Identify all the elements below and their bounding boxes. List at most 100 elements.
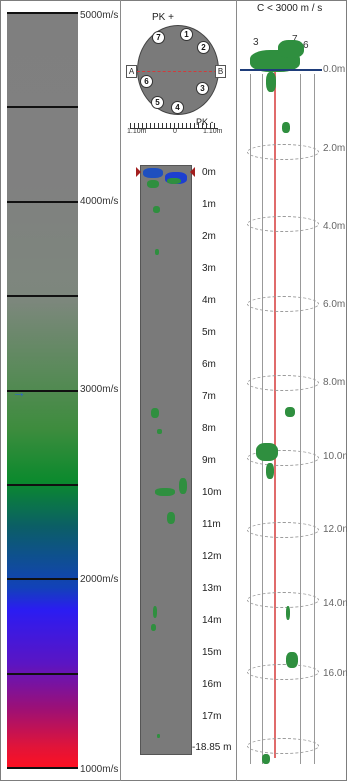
depth-label: 7m <box>202 391 216 402</box>
column-edge-right <box>314 74 315 764</box>
depth-ring <box>247 450 319 466</box>
depth-section-panel <box>140 165 192 755</box>
surface-level-line <box>240 69 322 71</box>
depth-label: 12m <box>202 551 222 562</box>
anomaly-blob <box>153 606 157 618</box>
anomaly-blob <box>157 734 160 738</box>
depth-3d-label: 16.0m <box>323 668 347 679</box>
scale-tick <box>7 578 78 580</box>
top-label-7: 7 <box>292 34 298 45</box>
scale-tick <box>7 390 78 392</box>
anomaly-blob <box>151 408 159 418</box>
depth-3d-label: 4.0m <box>323 221 346 232</box>
depth-3d-label: 0.0m <box>323 64 346 75</box>
column-divider-1 <box>120 0 121 781</box>
depth-ring <box>247 664 319 680</box>
scale-label-4000: 4000m/s <box>80 196 119 207</box>
depth-label: 17m <box>202 711 222 722</box>
scale-label-2000: 2000m/s <box>80 574 119 585</box>
scale-right-label: 1.10m <box>203 128 223 135</box>
anomaly-cluster <box>256 443 278 461</box>
column-edge-inner <box>262 74 263 764</box>
probe-point-2: 2 <box>197 41 210 54</box>
depth-label: 1m <box>202 199 216 210</box>
anomaly-cluster <box>286 652 298 668</box>
top-label-3: 3 <box>253 37 259 48</box>
depth-label: 13m <box>202 583 222 594</box>
depth-3d-label: 14.0m <box>323 598 347 609</box>
scale-pointer-arrow-icon: → <box>12 384 26 400</box>
scale-tick <box>7 201 78 203</box>
depth-label: 10m <box>202 487 222 498</box>
scale-tick <box>7 295 78 297</box>
depth-label: 9m <box>202 455 216 466</box>
anomaly-cluster <box>266 72 276 92</box>
anomaly-blob <box>155 249 159 255</box>
scale-label-3000: 3000m/s <box>80 384 119 395</box>
depth-label: 0m <box>202 167 216 178</box>
depth-label: 8m <box>202 423 216 434</box>
depth-ring <box>247 144 319 160</box>
probe-point-1: 1 <box>180 28 193 41</box>
column-edge-left <box>250 74 251 764</box>
depth-3d-label: 12.0m <box>323 524 347 535</box>
threshold-title: C < 3000 m / s <box>257 3 323 14</box>
anomaly-blob <box>155 488 175 496</box>
probe-point-7: 7 <box>152 31 165 44</box>
depth-ring <box>247 738 319 754</box>
anomaly-cluster <box>282 122 290 133</box>
depth-3d-label: 8.0m <box>323 377 346 388</box>
column-axis-line <box>274 70 276 758</box>
depth-label: 3m <box>202 263 216 274</box>
probe-point-4: 4 <box>171 101 184 114</box>
depth-3d-label: 10.0m <box>323 451 347 462</box>
anomaly-blob <box>167 512 175 524</box>
probe-point-5: 5 <box>151 96 164 109</box>
column-edge-inner <box>300 74 301 764</box>
scale-left-label: 1.10m <box>127 128 147 135</box>
top-label-6: 6 <box>303 40 309 51</box>
scale-label-1000: 1000m/s <box>80 764 119 775</box>
depth-ring <box>247 216 319 232</box>
scale-label-5000: 5000m/s <box>80 10 119 21</box>
probe-point-3: 3 <box>196 82 209 95</box>
anomaly-blob <box>147 180 159 188</box>
depth-label: 14m <box>202 615 222 626</box>
section-top-marker-right-icon <box>190 167 195 177</box>
anomaly-cluster <box>262 754 270 764</box>
depth-label: 2m <box>202 231 216 242</box>
probe-point-6: 6 <box>140 75 153 88</box>
scale-mid-label: 0 <box>173 128 177 135</box>
anomaly-cluster <box>278 40 304 58</box>
depth-label: 5m <box>202 327 216 338</box>
anomaly-cluster <box>286 606 290 620</box>
anomaly-blob <box>151 624 156 631</box>
section-top-marker-left-icon <box>136 167 141 177</box>
pile-cross-section-circle <box>137 25 219 115</box>
depth-label: 16m <box>202 679 222 690</box>
scale-tick <box>7 767 78 769</box>
depth-label: 11m <box>202 519 221 530</box>
anomaly-blob <box>143 168 163 178</box>
side-b-label: B <box>215 65 226 78</box>
scale-tick <box>7 12 78 14</box>
depth-3d-label: 2.0m <box>323 143 346 154</box>
bottom-depth-label: -18.85 m <box>192 742 232 753</box>
scale-tick <box>7 484 78 486</box>
depth-ring <box>247 375 319 391</box>
pk-minus-label: PK - <box>196 117 214 127</box>
scale-tick <box>7 673 78 675</box>
anomaly-blob <box>179 478 187 494</box>
anomaly-blob <box>167 178 181 184</box>
a-b-axis-line <box>137 71 217 73</box>
depth-ring <box>247 592 319 608</box>
depth-3d-label: 6.0m <box>323 299 346 310</box>
depth-ring <box>247 522 319 538</box>
distance-scale-bar <box>130 123 218 129</box>
anomaly-cluster <box>266 463 274 479</box>
anomaly-blob <box>157 429 162 434</box>
depth-ring <box>247 296 319 312</box>
scale-tick <box>7 106 78 108</box>
pk-plus-label: PK + <box>152 12 174 23</box>
depth-label: 4m <box>202 295 216 306</box>
